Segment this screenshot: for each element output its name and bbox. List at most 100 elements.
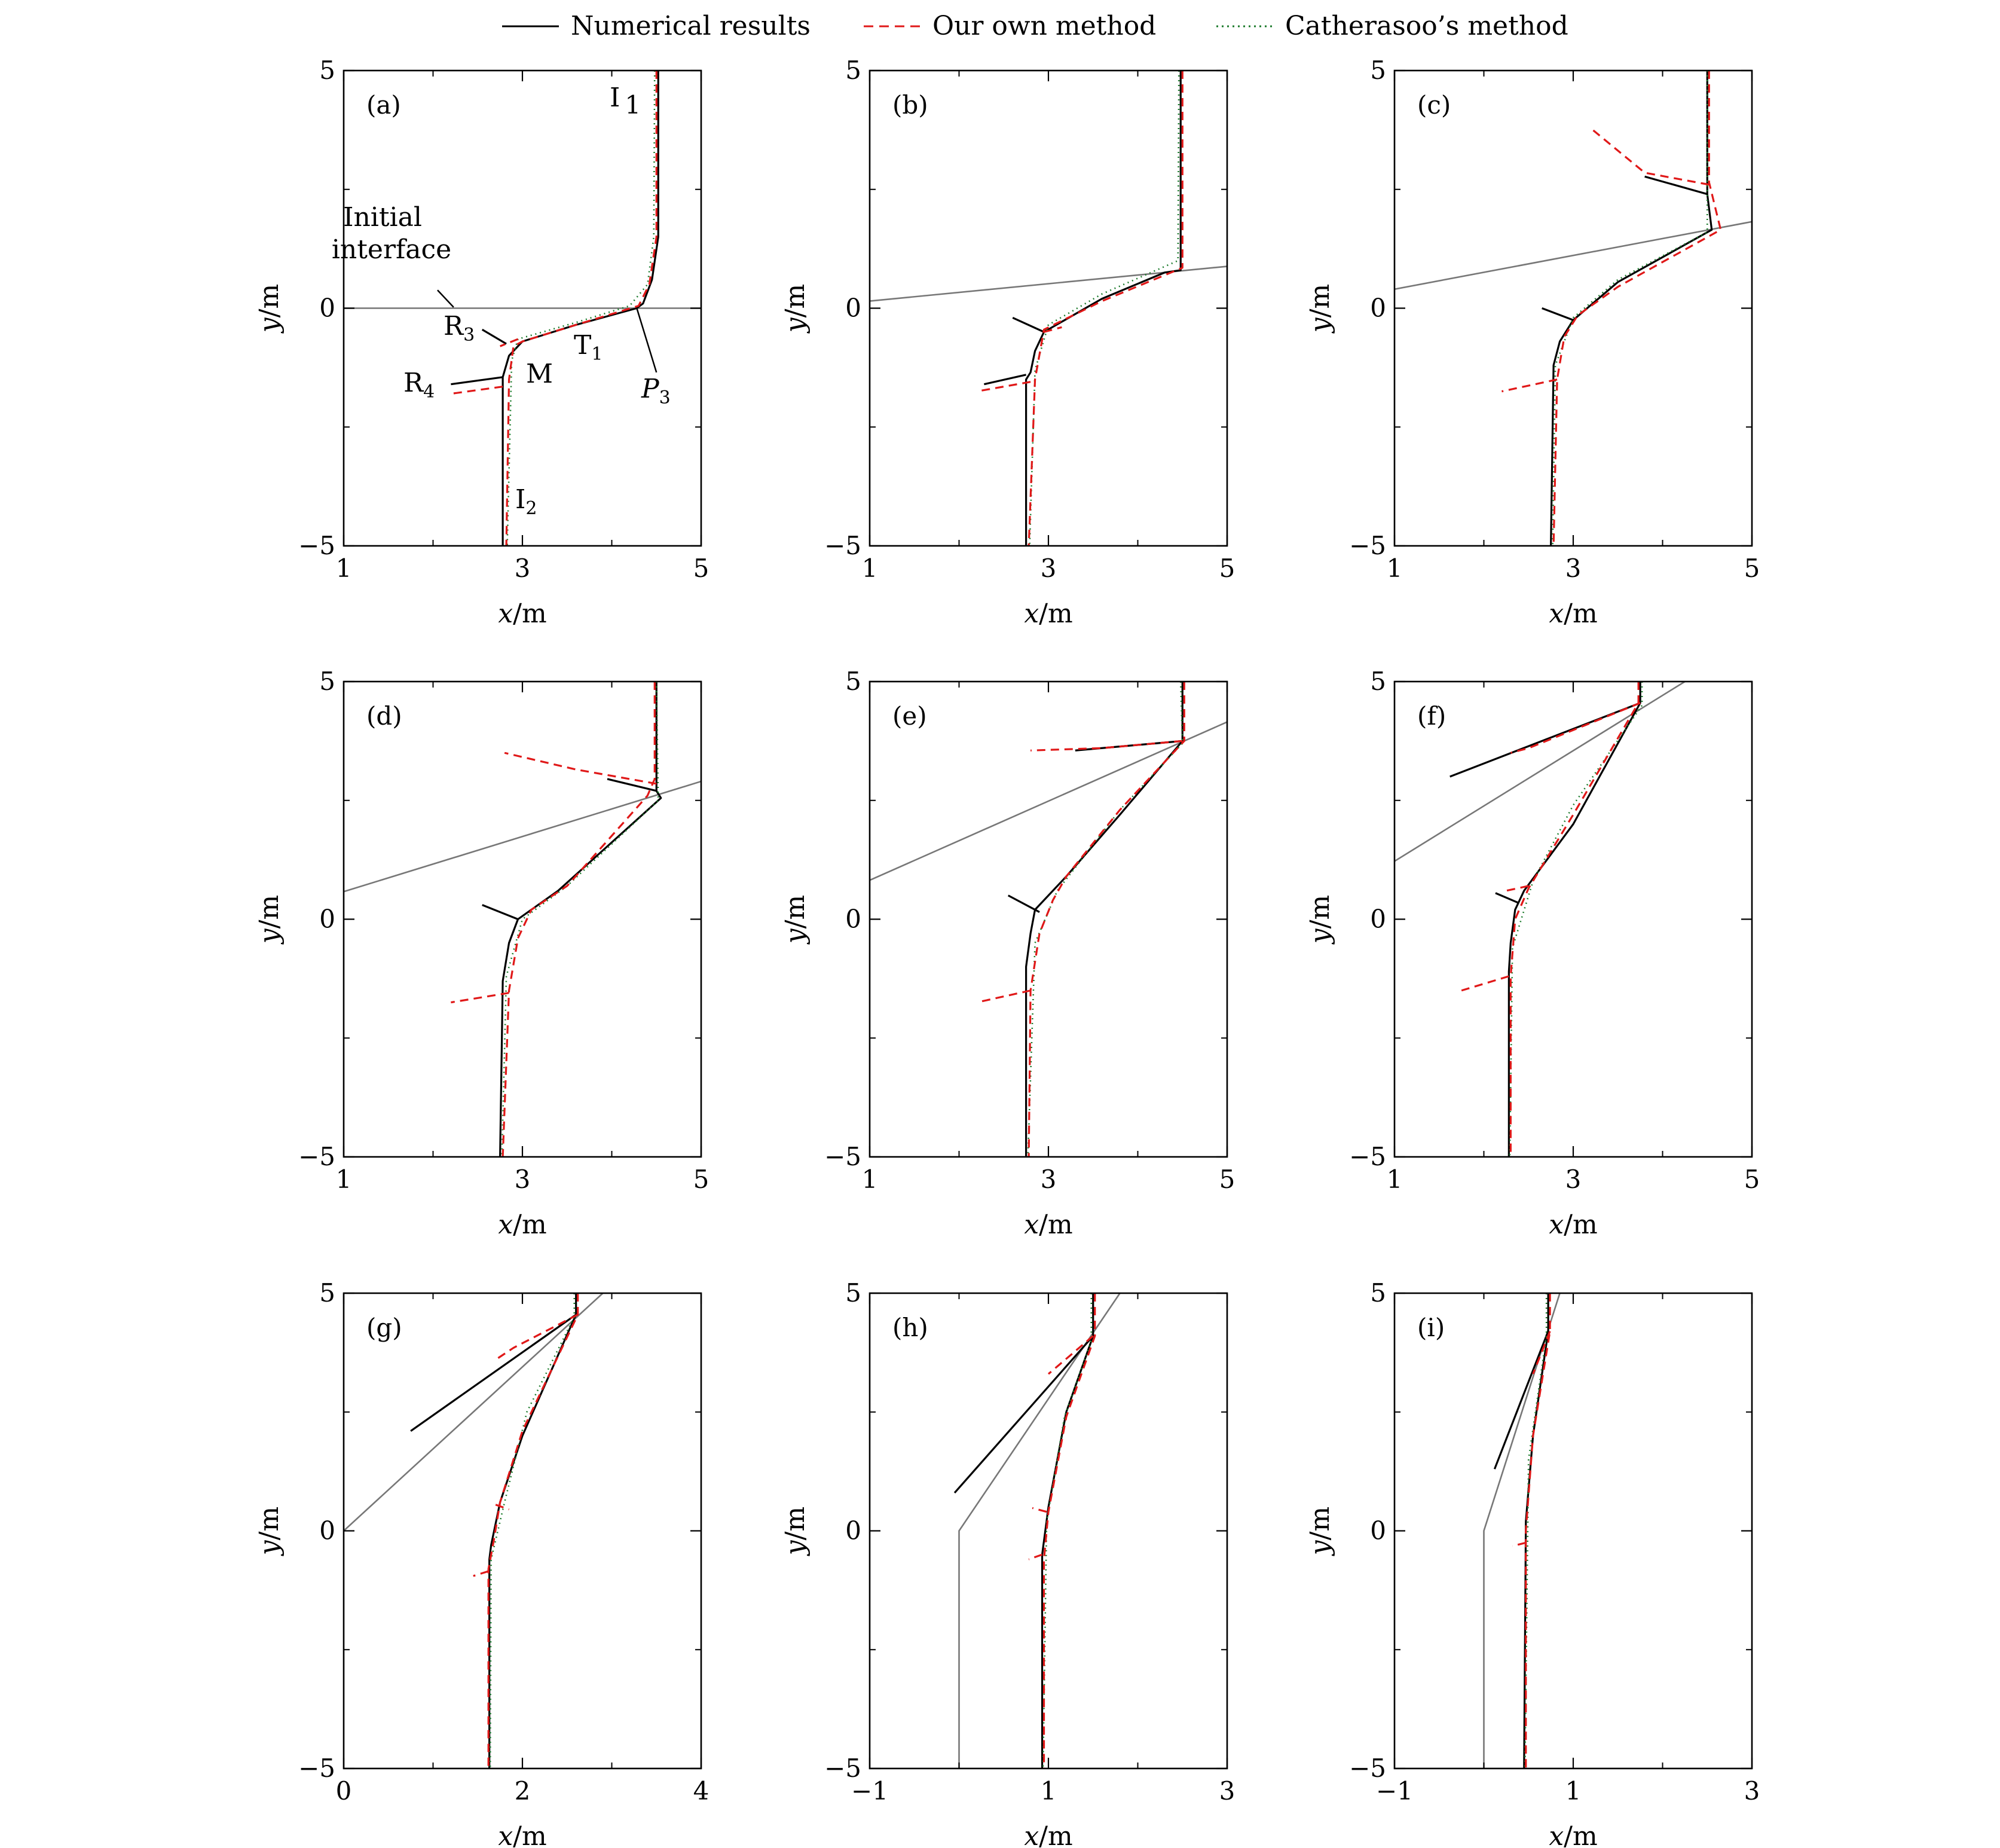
panel-a-ylabel: y/m (254, 284, 285, 334)
annotation-m: M (526, 359, 553, 389)
legend-label-numerical: Numerical results (571, 11, 811, 41)
panel-a-xlabel: x/m (498, 598, 546, 629)
annotation-t1: T1 (574, 330, 603, 365)
panel-f-xtick-label-1: 3 (1565, 1165, 1582, 1194)
panel-d-label: (d) (366, 701, 402, 731)
panel-e-xtick-label-0: 1 (862, 1165, 878, 1194)
panel-f-frame (1393, 680, 1753, 1158)
panel-d-frame (342, 680, 702, 1158)
panel-i-ylabel: y/m (1305, 1507, 1335, 1556)
panel-b-ours-line-0 (1027, 71, 1184, 546)
panel-a-ytick-label-1: 0 (319, 294, 335, 323)
annotation-r3: R3 (444, 311, 475, 346)
panel-g-interface-line (344, 1293, 604, 1532)
annotation-i2: I2 (515, 484, 537, 519)
panel-i-ours-line-0 (1525, 1293, 1551, 1768)
panel-b-ytick-label-2: 5 (845, 56, 861, 85)
panel-c-numerical-line-2 (1542, 307, 1574, 321)
panel-f: 1 3 5 −5 0 5 x/m y/m (f) (1305, 667, 1760, 1240)
panel-c-xlabel: x/m (1549, 598, 1597, 629)
panel-h-ytick-label-1: 0 (845, 1516, 861, 1545)
panel-i-ytick-label-0: −5 (1349, 1754, 1386, 1783)
panel-i-xtick-label-0: −1 (1376, 1776, 1413, 1806)
panel-h-ours-line-0 (1042, 1293, 1096, 1768)
panel-h-ytick-label-2: 5 (845, 1278, 861, 1308)
panel-c-ytick-label-2: 5 (1370, 56, 1386, 85)
panel-e-ytick-label-2: 5 (845, 667, 861, 696)
annotation-leader-initial-interface (437, 289, 454, 308)
panel-d-xtick-label-2: 5 (693, 1165, 710, 1194)
panel-b-ours-line-1 (1044, 326, 1062, 333)
panel-e-interface-line (870, 721, 1227, 881)
panel-a-numerical-line-0 (501, 71, 659, 546)
panel-c-ytick-label-1: 0 (1370, 294, 1386, 323)
panel-d-interface-line (344, 780, 701, 893)
panel-c-label: (c) (1417, 90, 1451, 120)
panel-f-numerical-line-2 (1495, 892, 1518, 904)
panel-d-ytick-label-0: −5 (298, 1142, 335, 1171)
panel-g-ylabel: y/m (254, 1507, 285, 1556)
panel-f-ylabel: y/m (1305, 895, 1335, 945)
panel-d-numerical-line-2 (482, 904, 519, 920)
annotation-r4: R4 (403, 368, 435, 402)
panel-d-ours-line-1 (504, 752, 657, 785)
panel-e-numerical-line-2 (1007, 894, 1040, 913)
panel-d-numerical-line-0 (499, 682, 662, 1157)
panel-g-xtick-label-0: 0 (336, 1776, 352, 1806)
panel-e-xlabel: x/m (1024, 1209, 1072, 1240)
panel-b-xtick-label-1: 3 (1041, 554, 1057, 583)
panel-f-ours-line-2 (1506, 885, 1529, 892)
panel-c-frame (1393, 69, 1753, 547)
panel-i-ytick-label-1: 0 (1370, 1516, 1386, 1545)
panel-d-ours-line-0 (501, 682, 656, 1157)
panel-h-xtick-label-0: −1 (851, 1776, 888, 1806)
panel-i-numerical-line-1 (1493, 1331, 1549, 1470)
panel-c-xtick-label-1: 3 (1565, 554, 1582, 583)
panel-e-ylabel: y/m (780, 895, 811, 945)
panel-d-xtick-label-0: 1 (336, 1165, 352, 1194)
panel-b-frame (868, 69, 1228, 547)
panel-b-numerical-line-2 (984, 374, 1026, 386)
panel-c-ours-line-1 (1590, 127, 1710, 186)
panel-g-ours-line-3 (473, 1570, 489, 1577)
panel-c-ylabel: y/m (1305, 284, 1335, 334)
panel-f-ours-line-0 (1509, 682, 1640, 1157)
panel-a-ytick-label-0: −5 (298, 531, 335, 560)
panel-g-xtick-label-2: 4 (693, 1776, 710, 1806)
panel-h-frame (868, 1292, 1228, 1770)
panel-h-ours-line-1 (1047, 1335, 1094, 1375)
panel-g-ours-line-1 (495, 1314, 579, 1361)
panel-h-ours-line-2 (1032, 1507, 1047, 1513)
panel-h-xlabel: x/m (1024, 1821, 1072, 1848)
panel-i-xtick-label-1: 1 (1565, 1776, 1582, 1806)
annotation-initial-interface-line2: interface (332, 234, 451, 265)
panel-a-numerical-line-1 (481, 328, 507, 345)
panel-b-xtick-label-0: 1 (862, 554, 878, 583)
panel-f-ytick-label-1: 0 (1370, 905, 1386, 934)
panel-b-xtick-label-2: 5 (1219, 554, 1236, 583)
panel-a-xtick-label-0: 1 (336, 554, 352, 583)
panel-g-frame (342, 1292, 702, 1770)
panel-c-catherasoo-line-0 (1552, 71, 1708, 546)
panel-h-xtick-label-2: 3 (1219, 1776, 1236, 1806)
panel-b-ylabel: y/m (780, 284, 811, 334)
panel-a-ours-line-1 (500, 338, 519, 347)
panel-b-numerical-line-0 (1025, 71, 1182, 546)
panel-d: 1 3 5 −5 0 5 x/m y/m (d) (254, 667, 709, 1240)
panel-c-numerical-line-0 (1550, 71, 1713, 546)
panel-a-ours-line-0 (505, 71, 658, 546)
panel-h-ours-line-3 (1028, 1553, 1043, 1560)
panel-f-xtick-label-2: 5 (1744, 1165, 1760, 1194)
panel-a-xtick-label-1: 3 (515, 554, 531, 583)
annotation-p3: P3 (641, 374, 671, 408)
panel-h-ytick-label-0: −5 (824, 1754, 861, 1783)
panel-c-ours-line-0 (1552, 71, 1722, 546)
panel-i-label: (i) (1417, 1313, 1445, 1342)
panel-f-xtick-label-0: 1 (1387, 1165, 1403, 1194)
panel-e-ytick-label-1: 0 (845, 905, 861, 934)
panel-f-xlabel: x/m (1549, 1209, 1597, 1240)
